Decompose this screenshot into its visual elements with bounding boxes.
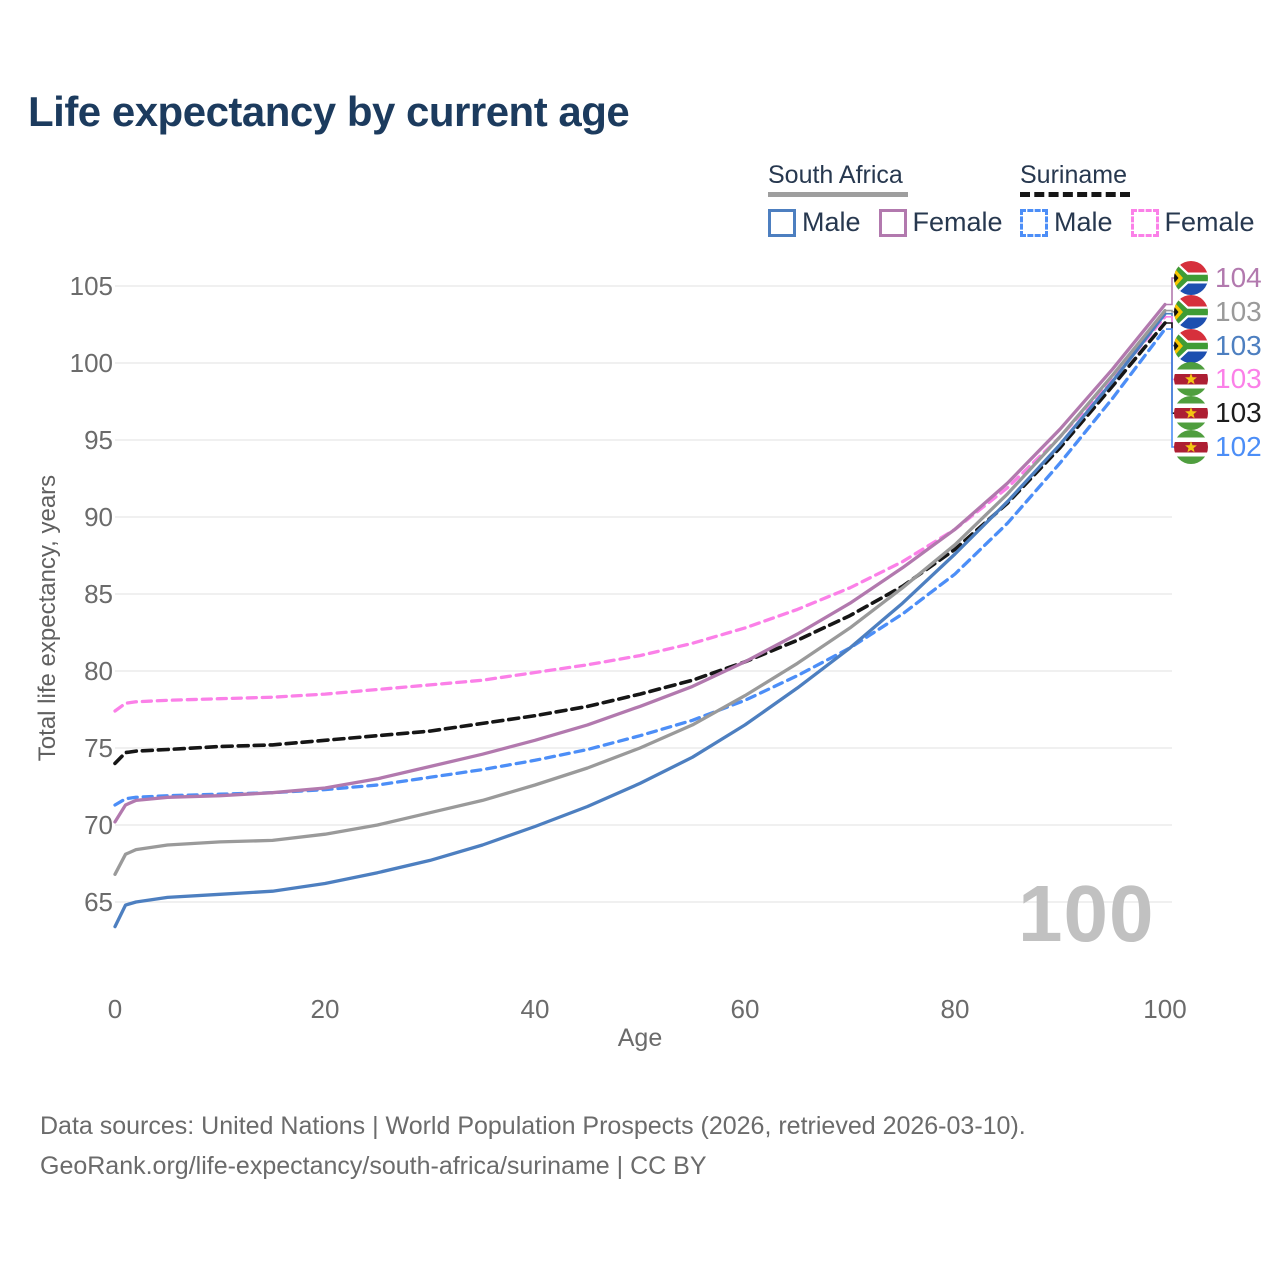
series-line-suriname-male[interactable] xyxy=(113,327,1167,807)
y-tick-label-70: 70 xyxy=(84,810,113,840)
legend-swatch-sa-female[interactable] xyxy=(878,208,907,237)
end-label-row-sa-male[interactable]: 103 xyxy=(1174,328,1262,363)
end-value-suriname-female: 103 xyxy=(1215,363,1262,395)
y-tick-label-105: 105 xyxy=(69,271,113,301)
legend-group-suriname: Suriname Male Female xyxy=(1020,162,1273,238)
y-tick-label-75: 75 xyxy=(84,733,113,763)
x-tick-label-80: 80 xyxy=(940,994,970,1024)
end-label-row-sa-total[interactable]: 103 xyxy=(1174,294,1262,329)
legend-header-suriname: Suriname xyxy=(1020,161,1127,189)
x-axis-title: Age xyxy=(617,1024,663,1052)
y-tick-label-100: 100 xyxy=(69,348,113,378)
series-line-suriname-total[interactable] xyxy=(113,321,1167,766)
y-tick-label-65: 65 xyxy=(84,887,113,917)
series-line-suriname-female[interactable] xyxy=(113,315,1167,713)
legend-label-suriname-male: Male xyxy=(1054,207,1113,237)
end-value-sa-male: 103 xyxy=(1215,329,1262,361)
series-line-sa-total[interactable] xyxy=(113,308,1167,876)
end-label-row-suriname-total[interactable]: 103 xyxy=(1174,396,1262,431)
footer-data-sources: Data sources: United Nations | World Pop… xyxy=(40,1112,1026,1140)
legend-item-suriname-male[interactable]: Male xyxy=(1020,207,1113,238)
x-tick-label-20: 20 xyxy=(310,994,340,1024)
flag-icon-suriname xyxy=(1174,430,1208,464)
end-value-sa-total: 103 xyxy=(1215,295,1262,327)
end-label-row-suriname-male[interactable]: 102 xyxy=(1174,430,1262,464)
flag-icon-south-africa xyxy=(1174,261,1208,295)
x-tick-label-100: 100 xyxy=(1143,994,1187,1024)
end-label-row-sa-female[interactable]: 104 xyxy=(1174,261,1262,295)
flag-icon-south-africa xyxy=(1174,294,1208,329)
legend-swatch-suriname-male[interactable] xyxy=(1020,208,1048,237)
legend-label-suriname-female: Female xyxy=(1164,207,1255,237)
legend-header-south-africa: South Africa xyxy=(768,161,903,189)
x-tick-label-40: 40 xyxy=(520,994,550,1024)
flag-icon-suriname xyxy=(1174,362,1208,397)
series-line-sa-male[interactable] xyxy=(113,312,1167,929)
page-title: Life expectancy by current age xyxy=(28,88,630,135)
x-tick-label-60: 60 xyxy=(730,994,760,1024)
x-tick-label-0: 0 xyxy=(107,994,123,1024)
legend-item-sa-male[interactable]: Male xyxy=(768,207,861,238)
footer-attribution: GeoRank.org/life-expectancy/south-africa… xyxy=(40,1152,707,1180)
legend-swatch-suriname-female[interactable] xyxy=(1130,208,1159,237)
legend-item-sa-female[interactable]: Female xyxy=(878,207,1003,238)
legend-group-south-africa: South Africa Male Female xyxy=(768,162,1021,238)
flag-icon-suriname xyxy=(1174,396,1208,431)
footer: Data sources: United Nations | World Pop… xyxy=(40,1106,1026,1186)
y-tick-label-80: 80 xyxy=(84,656,113,686)
end-label-row-suriname-female[interactable]: 103 xyxy=(1174,362,1262,397)
flag-icon-south-africa xyxy=(1174,328,1208,363)
legend-label-sa-female: Female xyxy=(912,207,1003,237)
y-tick-label-85: 85 xyxy=(84,579,113,609)
y-tick-label-95: 95 xyxy=(84,425,113,455)
hover-age-watermark: 100 xyxy=(1018,869,1155,958)
legend-swatch-sa-male[interactable] xyxy=(768,208,796,237)
y-axis-title: Total life expectancy, years xyxy=(34,474,61,762)
y-tick-label-90: 90 xyxy=(84,502,113,532)
series-line-sa-female[interactable] xyxy=(113,302,1167,824)
end-value-suriname-male: 102 xyxy=(1215,431,1262,462)
legend-line-sample-south-africa xyxy=(768,192,908,197)
legend-item-suriname-female[interactable]: Female xyxy=(1130,207,1255,238)
end-value-suriname-total: 103 xyxy=(1215,397,1262,429)
legend-line-sample-suriname xyxy=(1020,192,1130,197)
end-value-sa-female: 104 xyxy=(1215,262,1262,293)
legend-label-sa-male: Male xyxy=(802,207,861,237)
